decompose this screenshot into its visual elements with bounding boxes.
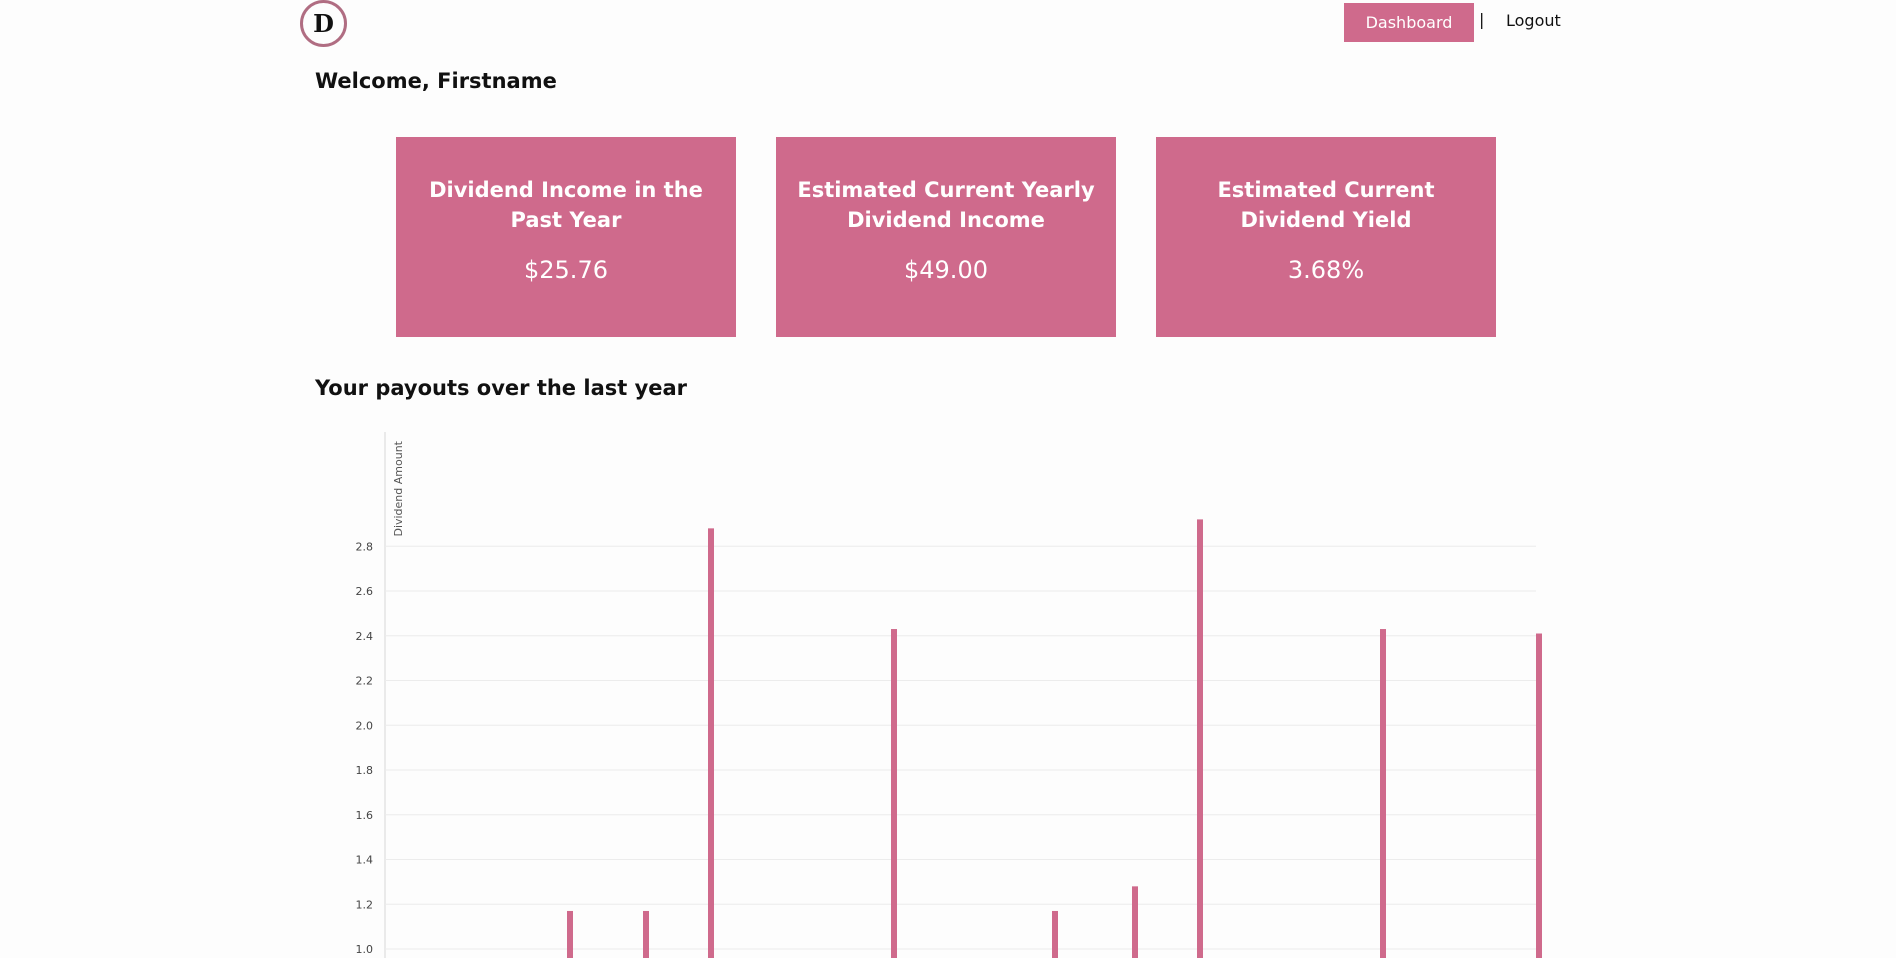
y-tick-label: 1.4 [356,854,374,867]
payout-bar[interactable] [643,910,649,958]
card-value: $25.76 [524,256,608,284]
payout-bar[interactable] [567,910,573,958]
y-tick-label: 1.6 [356,809,374,822]
logo-letter: D [313,9,334,38]
payout-bar[interactable] [708,528,714,958]
payout-bar[interactable] [1536,633,1542,958]
card-yearly-income: Estimated Current Yearly Dividend Income… [776,137,1116,337]
payout-bar[interactable] [891,629,897,958]
card-title: Estimated Current Yearly Dividend Income [797,178,1095,232]
dashboard-nav-button[interactable]: Dashboard [1344,3,1474,42]
payouts-bar-chart: 1.0 1.2 1.4 1.6 1.8 2.0 2.2 2.4 2.6 2.8 Dividend A… [356,432,1542,958]
y-tick-label: 2.6 [356,585,374,598]
card-past-year-income: Dividend Income in the Past Year $25.76 [396,137,736,337]
card-value: $49.00 [904,256,988,284]
payout-bar[interactable] [1052,910,1058,958]
y-tick-label: 2.4 [356,630,374,643]
y-tick-label: 1.2 [356,898,374,911]
card-dividend-yield: Estimated Current Dividend Yield 3.68% [1156,137,1496,337]
payout-bar[interactable] [1380,629,1386,958]
y-tick-label: 2.0 [356,719,374,732]
payout-bar[interactable] [1132,886,1138,958]
logo[interactable]: D [300,0,347,47]
card-title: Dividend Income in the Past Year [429,178,703,232]
card-title: Estimated Current Dividend Yield [1217,178,1435,232]
logout-link[interactable]: Logout [1506,11,1561,30]
payouts-chart-title: Your payouts over the last year [315,376,688,400]
payout-bar[interactable] [1197,519,1203,958]
y-tick-label: 2.2 [356,675,374,688]
welcome-heading: Welcome, Firstname [315,69,557,93]
y-tick-label: 1.8 [356,764,374,777]
y-tick-label: 1.0 [356,943,374,956]
card-value: 3.68% [1287,256,1365,284]
y-tick-label: 2.8 [356,540,374,553]
y-axis-label: Dividend Amount [392,440,405,536]
nav-separator: | [1479,10,1485,29]
